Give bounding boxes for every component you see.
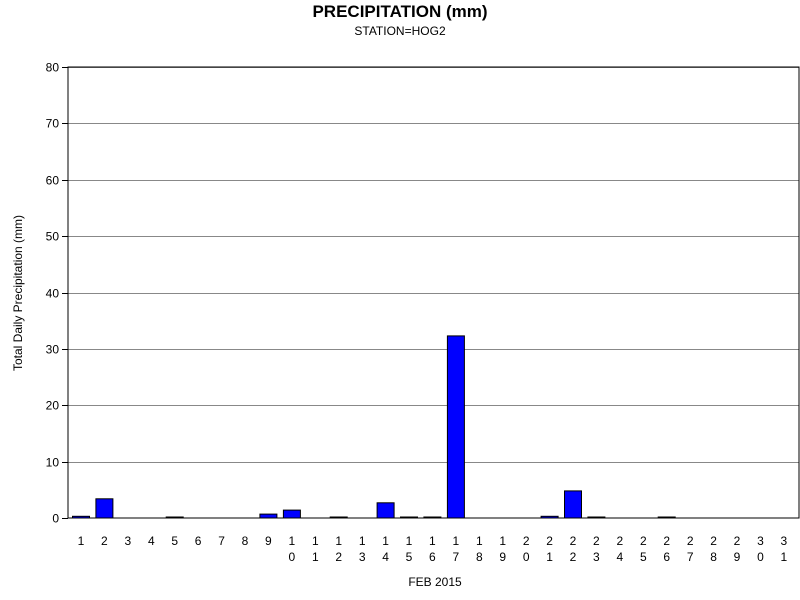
x-tick-label-4: 4 (148, 534, 155, 548)
bar-17 (446, 335, 465, 519)
chart-subtitle: STATION=HOG2 (354, 24, 446, 38)
y-tick-label: 0 (52, 512, 59, 526)
bar-2 (95, 498, 114, 519)
x-axis-label: FEB 2015 (408, 575, 462, 589)
bar-14 (376, 502, 395, 519)
x-tick-label-7: 7 (218, 534, 225, 548)
x-tick-label-2: 2 (101, 534, 108, 548)
y-tick-label: 40 (46, 287, 60, 301)
x-tick-label-1: 1 (78, 534, 85, 548)
bars (72, 335, 676, 519)
x-axis-ticks: 1 2 3 4 5 6 7 8 9 1 01 11 21 31 41 51 61 71 81 92 02 12 22 32 42… (78, 534, 788, 564)
y-tick-label: 30 (46, 343, 60, 357)
x-tick-label-5: 5 (171, 534, 178, 548)
x-tick-label-6: 6 (195, 534, 202, 548)
bar-9 (259, 513, 278, 519)
bar-10 (282, 509, 301, 519)
x-tick-label-8: 8 (242, 534, 249, 548)
y-tick-label: 10 (46, 456, 60, 470)
y-tick-label: 80 (46, 61, 60, 75)
y-axis-label: Total Daily Precipitation (mm) (11, 215, 25, 371)
gridlines (68, 67, 799, 463)
y-tick-label: 60 (46, 174, 60, 188)
x-tick-label-3: 3 (125, 534, 132, 548)
chart-title: PRECIPITATION (mm) (312, 2, 487, 21)
plot-frame (67, 66, 800, 519)
x-tick-label-9: 9 (265, 534, 272, 548)
bar-22 (564, 490, 582, 519)
y-tick-label: 20 (46, 399, 60, 413)
y-axis-ticks: 0 10 20 30 40 50 60 70 80 (46, 61, 68, 526)
y-tick-label: 70 (46, 117, 60, 131)
y-tick-label: 50 (46, 230, 60, 244)
